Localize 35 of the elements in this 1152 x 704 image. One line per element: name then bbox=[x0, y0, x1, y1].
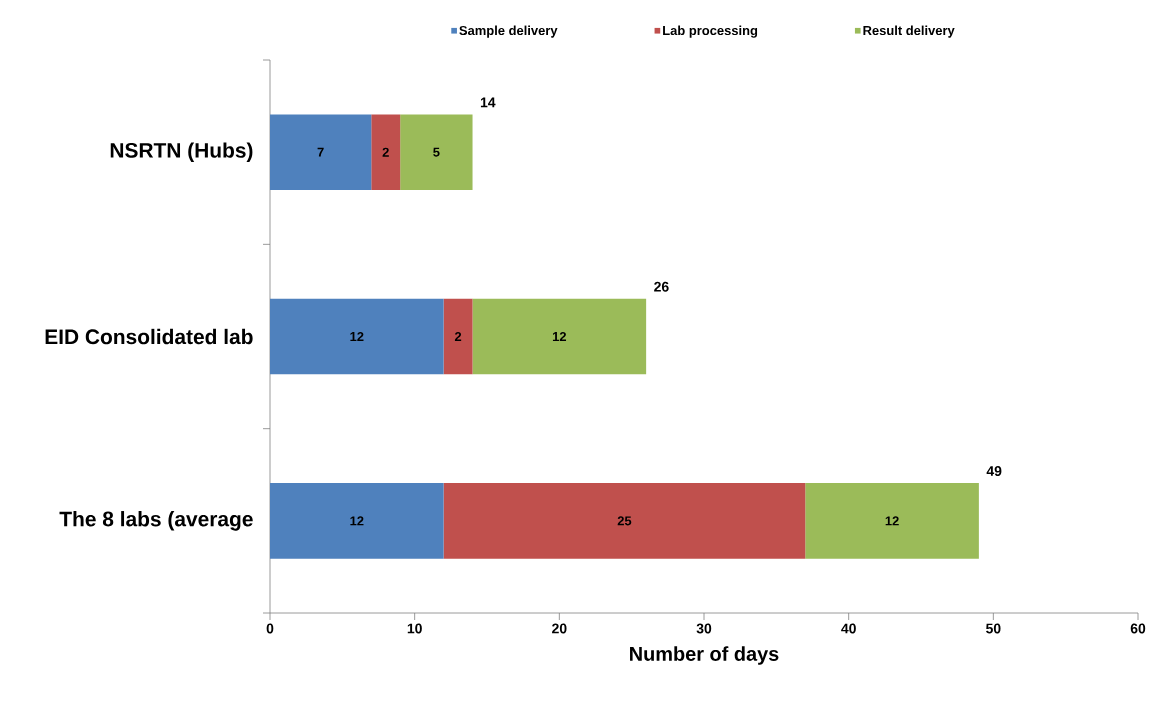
x-axis-title: Number of days bbox=[630, 646, 779, 665]
bar bbox=[443, 483, 806, 559]
bar bbox=[270, 114, 372, 190]
x-tick-label: 60 bbox=[1130, 623, 1146, 634]
x-tick-label: 10 bbox=[407, 623, 422, 634]
x-tick-label: 0 bbox=[266, 623, 274, 634]
x-tick-label: 40 bbox=[841, 623, 856, 634]
bar bbox=[270, 298, 444, 375]
data-label: 2 bbox=[382, 147, 389, 157]
y-tick-label: EID Consolidated lab bbox=[45, 328, 253, 345]
data-label: 7 bbox=[317, 147, 324, 157]
bar bbox=[472, 298, 647, 375]
bar bbox=[400, 114, 473, 190]
bar bbox=[371, 114, 401, 190]
total-label: 14 bbox=[480, 97, 496, 108]
x-tick-label: 20 bbox=[552, 623, 567, 634]
y-tick-label: NSRTN (Hubs) bbox=[110, 142, 253, 162]
total-label: 49 bbox=[986, 466, 1002, 477]
data-label: 12 bbox=[885, 516, 899, 526]
x-tick-label: 30 bbox=[696, 623, 712, 634]
data-label: 25 bbox=[617, 516, 632, 526]
bar bbox=[443, 298, 473, 375]
data-label: 12 bbox=[350, 331, 364, 342]
data-label: 12 bbox=[552, 331, 567, 342]
x-tick-label: 50 bbox=[986, 623, 1001, 634]
legend-label: Sample delivery bbox=[459, 25, 558, 38]
bar bbox=[270, 483, 444, 559]
data-label: 5 bbox=[433, 147, 440, 157]
data-label: 2 bbox=[454, 331, 462, 342]
bar bbox=[805, 483, 979, 559]
legend-label: Lab processing bbox=[663, 25, 758, 38]
total-label: 26 bbox=[654, 281, 669, 292]
data-label: 12 bbox=[350, 516, 364, 526]
y-tick-label: The 8 labs (average bbox=[59, 511, 253, 531]
legend-label: Result delivery bbox=[863, 25, 955, 38]
